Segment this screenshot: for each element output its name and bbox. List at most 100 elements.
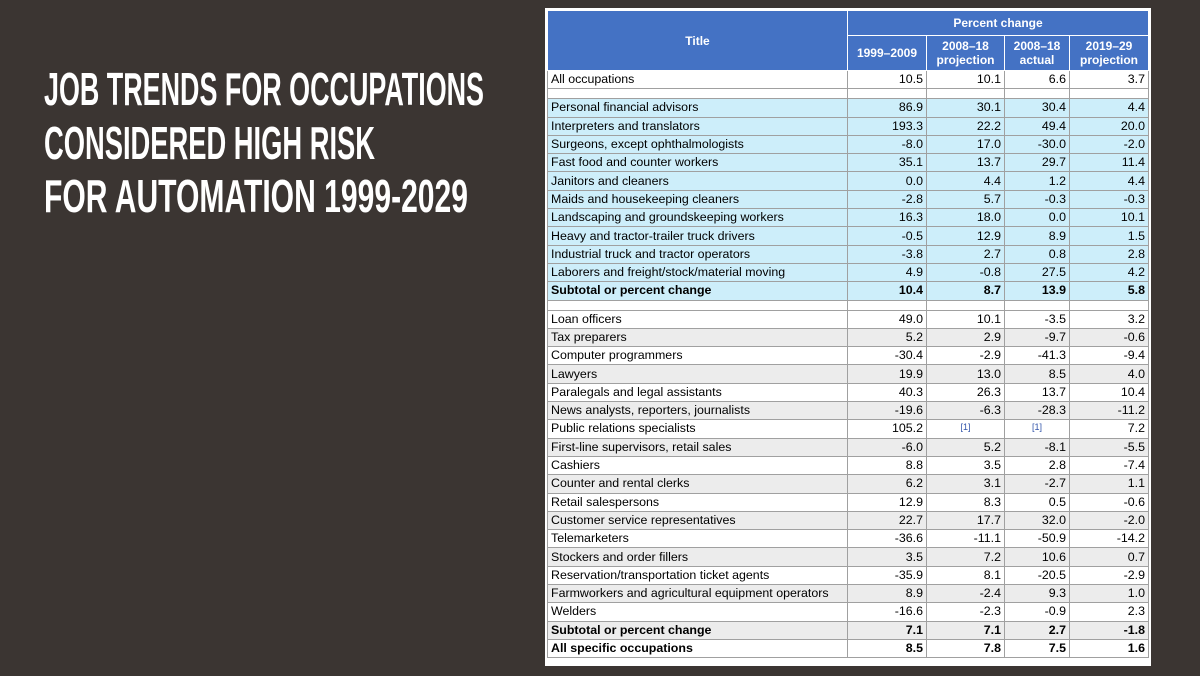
value-cell: -41.3 [1004,346,1070,366]
column-header: 1999–2009 [847,35,927,71]
row-label: Counter and rental clerks [547,474,848,494]
value-cell: -2.0 [1069,510,1149,531]
value-cell: -2.0 [1069,134,1149,155]
value-cell: 2.8 [1004,455,1070,476]
value-cell: -2.3 [926,602,1005,622]
row-label: Paralegals and legal assistants [547,382,848,403]
column-header-line: actual [1019,53,1055,67]
value-cell: 193.3 [847,116,927,136]
table-row: Farmworkers and agricultural equipment o… [547,584,1149,604]
value-cell: [1] [1004,419,1070,439]
table-row: Stockers and order fillers 3.5 7.2 10.6 0.7 [547,547,1149,567]
row-label: Tax preparers [547,327,848,348]
row-label: Stockers and order fillers [547,547,848,567]
value-cell: -7.4 [1069,455,1149,476]
value-cell: 0.7 [1069,547,1149,567]
row-label: Reservation/transportation ticket agents [547,565,848,586]
value-cell: -19.6 [847,401,927,421]
value-cell: 1.0 [1069,584,1149,604]
row-label: Customer service representatives [547,510,848,531]
value-cell: -2.9 [926,346,1005,366]
value-cell: -0.3 [1004,189,1070,210]
table-row: Paralegals and legal assistants 40.3 26.3 1… [547,382,1149,403]
value-cell: 13.7 [1004,382,1070,403]
value-cell: 8.5 [847,638,927,659]
value-cell: 1.5 [1069,226,1149,246]
value-cell: 12.9 [847,492,927,512]
table-row: Subtotal or percent change 10.4 8.7 13.9 5.8 [547,281,1149,301]
value-cell: 0.0 [1004,208,1070,228]
value-cell: 13.9 [1004,281,1070,301]
table-row: All specific occupations 8.5 7.8 7.5 1.6 [547,638,1149,659]
value-cell: -2.7 [1004,474,1070,494]
value-cell: -50.9 [1004,529,1070,549]
value-cell: 17.7 [926,510,1005,531]
value-cell: 10.6 [1004,547,1070,567]
value-cell: -20.5 [1004,565,1070,586]
value-cell: 27.5 [1004,262,1070,283]
row-label: Computer programmers [547,346,848,366]
value-cell: 10.4 [847,281,927,301]
table-row: Fast food and counter workers 35.1 13.7 29.… [547,153,1149,173]
table-row: Cashiers 8.8 3.5 2.8 -7.4 [547,455,1149,476]
row-label: Janitors and cleaners [547,171,848,191]
row-label: Landscaping and groundskeeping workers [547,208,848,228]
value-cell: 2.7 [926,244,1005,264]
row-label: Cashiers [547,455,848,476]
value-cell: 3.5 [926,455,1005,476]
title-line: CONSIDERED HIGH RISK [44,117,375,169]
value-cell: 26.3 [926,382,1005,403]
value-cell: 8.8 [847,455,927,476]
value-cell: 29.7 [1004,153,1070,173]
table-row: Lawyers 19.9 13.0 8.5 4.0 [547,364,1149,384]
spacer-cell [1004,88,1070,99]
value-cell: 2.7 [1004,620,1070,640]
value-cell: 40.3 [847,382,927,403]
table-row: Reservation/transportation ticket agents… [547,565,1149,586]
value-cell: 8.5 [1004,364,1070,384]
value-cell: 49.0 [847,309,927,329]
value-cell: -0.3 [1069,189,1149,210]
value-cell: -2.4 [926,584,1005,604]
row-label: Laborers and freight/stock/material movi… [547,262,848,283]
column-header: 2019–29 projection [1069,35,1149,71]
value-cell: 10.1 [926,309,1005,329]
table-row: All occupations 10.5 10.1 6.6 3.7 [547,69,1149,90]
column-header: 2008–18 actual [1004,35,1070,71]
value-cell: 1.1 [1069,474,1149,494]
value-cell: -30.0 [1004,134,1070,155]
value-cell: 7.5 [1004,638,1070,659]
value-cell: -3.8 [847,244,927,264]
value-cell: -3.5 [1004,309,1070,329]
value-cell: 19.9 [847,364,927,384]
column-header-line: 2008–18 [942,39,989,53]
value-cell: 86.9 [847,98,927,118]
column-header-line: 1999–2009 [856,46,918,60]
value-cell: 22.7 [847,510,927,531]
row-label: First-line supervisors, retail sales [547,437,848,457]
value-cell: -8.0 [847,134,927,155]
value-cell: 3.7 [1069,69,1149,90]
value-cell: 3.2 [1069,309,1149,329]
value-cell: 10.4 [1069,382,1149,403]
value-cell: 3.1 [926,474,1005,494]
value-cell: 4.4 [926,171,1005,191]
row-label: Public relations specialists [547,419,848,439]
table-row: Public relations specialists 105.2 [1] [1] 7… [547,419,1149,439]
value-cell: -35.9 [847,565,927,586]
table-row: Surgeons, except ophthalmologists -8.0 17.… [547,134,1149,155]
spacer-cell [1004,300,1070,311]
value-cell: 2.9 [926,327,1005,348]
value-cell: -28.3 [1004,401,1070,421]
value-cell: 32.0 [1004,510,1070,531]
value-cell: 3.5 [847,547,927,567]
row-label: All occupations [547,69,848,90]
table-row: Industrial truck and tractor operators -3… [547,244,1149,264]
value-cell: 4.9 [847,262,927,283]
column-header-line: 2019–29 [1085,39,1133,53]
table-row: Interpreters and translators 193.3 22.2 49.… [547,116,1149,136]
value-cell: 6.6 [1004,69,1070,90]
row-label: Farmworkers and agricultural equipment o… [547,584,848,604]
row-label: All specific occupations [547,638,848,659]
value-cell: 7.1 [847,620,927,640]
